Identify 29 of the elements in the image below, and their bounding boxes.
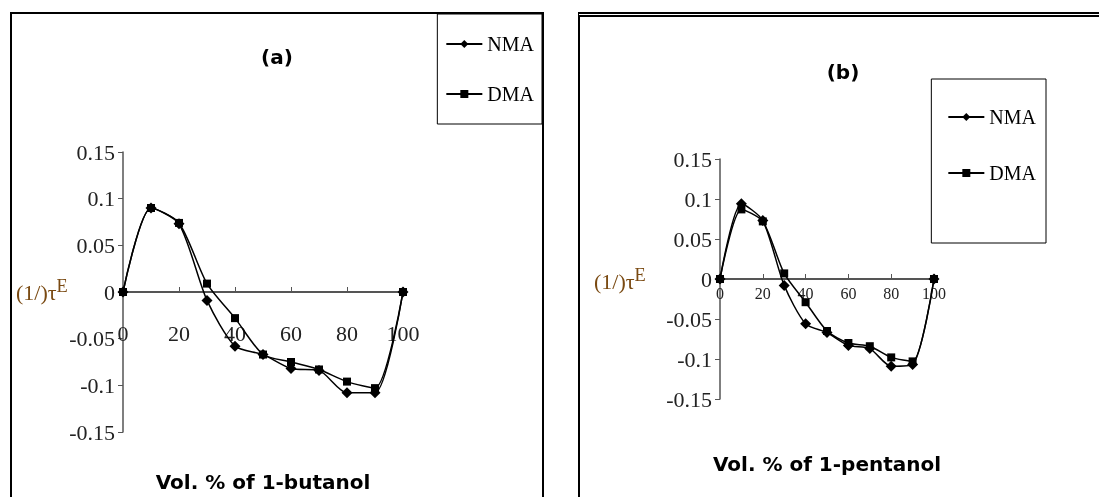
y-tick-label: 0.15 (76, 139, 115, 165)
x-tick-label: 80 (883, 284, 900, 302)
y-tick-label: 0.05 (76, 232, 115, 258)
legend-label: DMA (989, 162, 1037, 184)
x-tick-label: 40 (797, 284, 814, 302)
y-tick-label: 0.1 (684, 186, 712, 212)
x-tick-label: 60 (840, 284, 857, 302)
x-tick-label: 20 (754, 284, 771, 302)
legend-label: DMA (487, 83, 535, 105)
x-tick-label: 20 (168, 320, 190, 346)
x-tick-label: 80 (336, 320, 358, 346)
y-axis-title: (1/)τ$^{E}$ (594, 265, 646, 296)
chart-title: (b) (826, 60, 860, 84)
x-axis-title: Vol. % of 1-butanol (155, 470, 371, 494)
legend-label: NMA (989, 106, 1037, 128)
y-tick-label: 0.1 (87, 186, 115, 212)
y-tick-label: 0.05 (673, 226, 712, 252)
y-tick-label: -0.15 (69, 419, 115, 445)
y-tick-label: -0.05 (69, 326, 115, 352)
chart-title: (a) (261, 45, 293, 69)
y-axis-title: (1/)τ$^{E}$ (16, 276, 68, 307)
y-tick-label: -0.15 (666, 386, 712, 412)
x-axis-title: Vol. % of 1-pentanol (712, 452, 942, 476)
x-tick-label: 60 (280, 320, 302, 346)
y-tick-label: 0.15 (673, 146, 712, 172)
y-tick-label: -0.1 (80, 372, 115, 398)
y-tick-label: -0.1 (677, 346, 712, 372)
legend-label: NMA (487, 33, 535, 55)
y-tick-label: -0.05 (666, 306, 712, 332)
